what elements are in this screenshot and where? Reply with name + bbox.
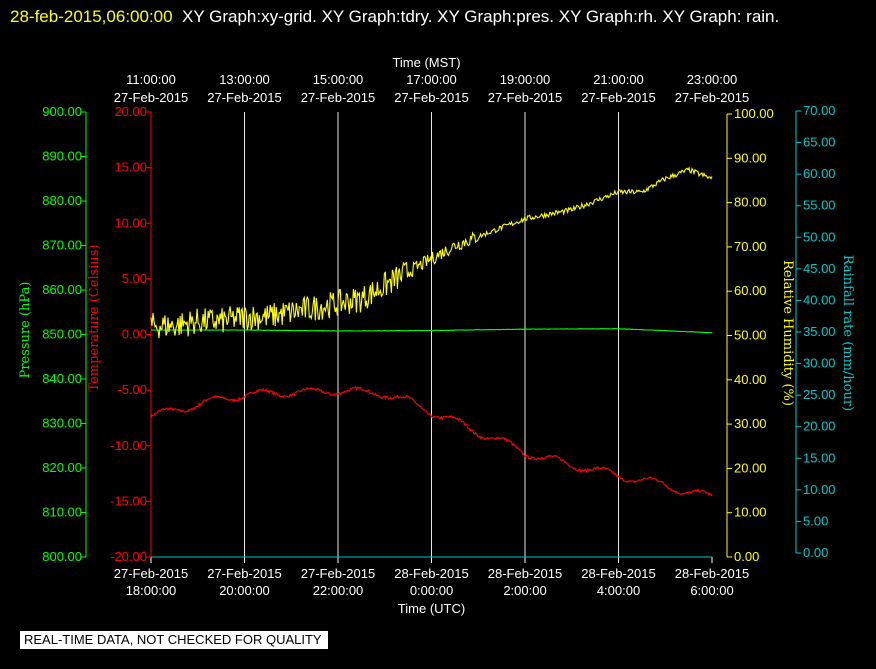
humidity-tick-label: 0.00	[734, 549, 759, 564]
rainfall-tick-label: 35.00	[803, 324, 836, 339]
pressure-tick-label: 820.00	[42, 460, 82, 475]
temperature-tick-label: 0.00	[122, 327, 147, 342]
x-top-tick-time: 17:00:00	[406, 72, 457, 87]
pressure-tick-label: 870.00	[42, 238, 82, 253]
rainfall-tick-label: 50.00	[803, 229, 836, 244]
x-top-tick-date: 27-Feb-2015	[675, 90, 749, 105]
humidity-series-line	[150, 166, 713, 339]
pressure-tick-label: 800.00	[42, 549, 82, 564]
x-bottom-tick-time: 0:00:00	[410, 583, 453, 598]
x-top-tick-time: 19:00:00	[500, 72, 551, 87]
pressure-tick-label: 900.00	[42, 104, 82, 119]
x-bottom-tick-time: 4:00:00	[597, 583, 640, 598]
rainfall-tick-label: 15.00	[803, 450, 836, 465]
temperature-tick-label: 20.00	[114, 104, 147, 119]
rainfall-tick-label: 20.00	[803, 419, 836, 434]
x-bottom-tick-date: 27-Feb-2015	[301, 566, 375, 581]
humidity-tick-label: 100.00	[734, 106, 774, 121]
humidity-axis-label: Relative Humidity (%)	[780, 260, 795, 406]
temperature-axis-label: Temperature (Celsius)	[87, 244, 102, 391]
title-timestamp: 28-feb-2015,06:00:00	[10, 7, 173, 26]
temperature-tick-label: 5.00	[122, 271, 147, 286]
x-bottom-tick-date: 28-Feb-2015	[394, 566, 468, 581]
humidity-tick-label: 70.00	[734, 239, 767, 254]
humidity-tick-label: 60.00	[734, 283, 767, 298]
temperature-tick-label: 15.00	[114, 160, 147, 175]
rainfall-tick-label: 0.00	[803, 545, 828, 560]
x-bottom-tick-date: 28-Feb-2015	[675, 566, 749, 581]
x-top-tick-time: 23:00:00	[687, 72, 738, 87]
rainfall-tick-label: 10.00	[803, 482, 836, 497]
x-top-tick-date: 27-Feb-2015	[488, 90, 562, 105]
x-bottom-tick-date: 28-Feb-2015	[488, 566, 562, 581]
x-bottom-tick-time: 22:00:00	[313, 583, 364, 598]
x-top-tick-time: 15:00:00	[313, 72, 364, 87]
x-top-label: Time (MST)	[392, 55, 460, 70]
x-bottom-tick-time: 2:00:00	[503, 583, 546, 598]
rainfall-tick-label: 65.00	[803, 135, 836, 150]
x-bottom-tick-time: 20:00:00	[219, 583, 270, 598]
rainfall-tick-label: 60.00	[803, 166, 836, 181]
humidity-tick-label: 10.00	[734, 505, 767, 520]
rainfall-axis-label: Rainfall rate (mm/hour)	[840, 255, 855, 411]
humidity-tick-label: 20.00	[734, 460, 767, 475]
x-top-tick-time: 21:00:00	[593, 72, 644, 87]
pressure-tick-label: 830.00	[42, 416, 82, 431]
x-top-tick-date: 27-Feb-2015	[114, 90, 188, 105]
rainfall-tick-label: 70.00	[803, 103, 836, 118]
chart-title: 28-feb-2015,06:00:00 XY Graph:xy-grid. X…	[10, 3, 860, 30]
temperature-tick-label: -15.00	[110, 493, 147, 508]
title-text: XY Graph:xy-grid. XY Graph:tdry. XY Grap…	[182, 7, 780, 26]
quality-notice: REAL-TIME DATA, NOT CHECKED FOR QUALITY	[20, 631, 328, 649]
rainfall-tick-label: 40.00	[803, 292, 836, 307]
humidity-tick-label: 90.00	[734, 150, 767, 165]
pressure-tick-label: 850.00	[42, 327, 82, 342]
humidity-tick-label: 40.00	[734, 372, 767, 387]
x-top-tick-date: 27-Feb-2015	[301, 90, 375, 105]
x-top-tick-date: 27-Feb-2015	[207, 90, 281, 105]
x-bottom-tick-date: 27-Feb-2015	[114, 566, 188, 581]
pressure-axis-label: Pressure (hPa)	[18, 282, 33, 379]
pressure-tick-label: 840.00	[42, 371, 82, 386]
rainfall-tick-label: 30.00	[803, 356, 836, 371]
pressure-tick-label: 890.00	[42, 149, 82, 164]
x-top-tick-time: 13:00:00	[219, 72, 270, 87]
x-bottom-tick-time: 18:00:00	[126, 583, 177, 598]
rainfall-tick-label: 25.00	[803, 387, 836, 402]
x-bottom-tick-time: 6:00:00	[690, 583, 733, 598]
temperature-tick-label: 10.00	[114, 215, 147, 230]
humidity-tick-label: 30.00	[734, 416, 767, 431]
temperature-series-line	[150, 386, 713, 497]
pressure-tick-label: 880.00	[42, 193, 82, 208]
x-bottom-tick-date: 28-Feb-2015	[581, 566, 655, 581]
rainfall-tick-label: 45.00	[803, 261, 836, 276]
temperature-tick-label: -5.00	[117, 382, 147, 397]
x-top-tick-date: 27-Feb-2015	[581, 90, 655, 105]
pressure-series-line	[150, 328, 712, 334]
pressure-tick-label: 860.00	[42, 282, 82, 297]
x-top-tick-date: 27-Feb-2015	[394, 90, 468, 105]
rainfall-tick-label: 55.00	[803, 198, 836, 213]
temperature-tick-label: -10.00	[110, 438, 147, 453]
temperature-tick-label: -20.00	[110, 549, 147, 564]
rainfall-tick-label: 5.00	[803, 513, 828, 528]
x-bottom-label: Time (UTC)	[398, 601, 465, 616]
humidity-tick-label: 50.00	[734, 328, 767, 343]
humidity-tick-label: 80.00	[734, 195, 767, 210]
pressure-tick-label: 810.00	[42, 505, 82, 520]
x-bottom-tick-date: 27-Feb-2015	[207, 566, 281, 581]
x-top-tick-time: 11:00:00	[126, 72, 176, 87]
